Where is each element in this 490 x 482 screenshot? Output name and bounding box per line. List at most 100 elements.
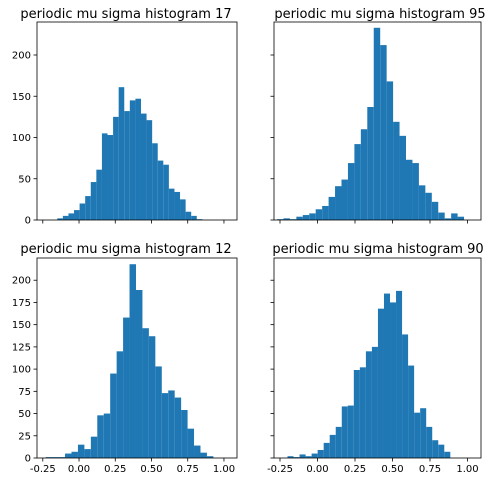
panel-histogram-12: periodic mu sigma histogram 12 -0.25 0.00… <box>12 242 238 475</box>
histogram-bar <box>328 196 336 220</box>
histogram-bar <box>110 373 117 458</box>
histogram-bar <box>425 192 432 220</box>
histogram-bar <box>322 205 329 220</box>
ticks-histogram-95 <box>270 54 468 224</box>
histogram-bar <box>354 144 361 220</box>
histogram-bar <box>402 334 409 458</box>
histogram-bar <box>287 456 294 458</box>
x-tick-label: 0.25 <box>104 464 126 475</box>
histogram-bar <box>103 413 111 458</box>
histogram-bar <box>315 209 323 220</box>
histogram-bar <box>101 133 108 221</box>
ticks-histogram-17: 0 50 100 150 200 <box>12 51 225 227</box>
histogram-bar <box>329 434 336 458</box>
histogram-bar <box>444 451 451 458</box>
histogram-bar <box>359 367 366 458</box>
histogram-bar <box>426 426 433 458</box>
histogram-bar <box>289 219 297 220</box>
x-tick-label: 1.00 <box>213 464 235 475</box>
histogram-bar <box>181 410 188 458</box>
histogram-bar <box>135 98 141 220</box>
histogram-bar <box>118 87 125 221</box>
histogram-bar <box>451 213 458 220</box>
histogram-bar <box>365 351 372 458</box>
histogram-bar <box>377 308 384 458</box>
y-tick-label: 200 <box>12 51 31 62</box>
histogram-bar <box>277 219 284 220</box>
y-tick-label: 0 <box>25 216 31 227</box>
ticks-histogram-90: -0.25 0.00 0.25 0.50 0.75 1.00 <box>267 279 479 475</box>
histogram-bar <box>135 290 143 458</box>
histogram-bar <box>406 159 413 220</box>
histogram-bar <box>68 213 75 220</box>
histogram-bar <box>380 45 387 220</box>
histogram-bar <box>45 457 53 458</box>
x-tick-label: 0.00 <box>68 464 90 475</box>
histogram-bar <box>96 169 102 220</box>
histogram-bar <box>367 106 374 220</box>
y-tick-label: 200 <box>12 276 31 287</box>
x-tick-label: 0.25 <box>344 464 366 475</box>
histogram-bar <box>347 405 354 458</box>
histogram-bar <box>200 452 207 458</box>
histogram-bar <box>299 454 306 458</box>
histogram-bar <box>155 366 162 458</box>
panel-histogram-17: periodic mu sigma histogram 17 0 50 100 150… <box>12 7 238 227</box>
histogram-bar <box>438 212 445 220</box>
histogram-bar <box>373 27 381 221</box>
bars-histogram-12 <box>45 264 214 458</box>
histogram-bar <box>457 216 465 220</box>
axes-frame <box>273 257 482 459</box>
histogram-bar <box>58 457 66 458</box>
histogram-bar <box>161 393 169 458</box>
histogram-bar <box>187 428 195 458</box>
histogram-bar <box>77 444 85 458</box>
histogram-bar <box>185 211 192 220</box>
histogram-bar <box>142 328 149 458</box>
y-tick-label: 50 <box>18 409 31 420</box>
bars-histogram-95 <box>277 27 465 221</box>
histogram-bar <box>305 456 312 458</box>
histogram-bar <box>347 163 355 220</box>
histogram-bar <box>85 196 91 220</box>
y-tick-label: 0 <box>25 454 31 465</box>
histogram-bar <box>383 293 391 458</box>
bars-histogram-17 <box>57 87 203 221</box>
histogram-bar <box>71 451 78 458</box>
histogram-bar <box>97 415 104 458</box>
histogram-bar <box>444 218 452 220</box>
histogram-bar <box>296 216 303 220</box>
histogram-bar <box>129 264 136 458</box>
histogram-bar <box>390 302 397 458</box>
histogram-bar <box>90 182 97 220</box>
chart-title: periodic mu sigma histogram 12 <box>20 242 231 257</box>
histogram-bar <box>124 111 130 220</box>
histogram-bar <box>152 143 158 220</box>
x-tick-label: 1.00 <box>456 464 478 475</box>
x-tick-label: -0.25 <box>30 464 56 475</box>
histogram-bar <box>302 215 310 220</box>
x-tick-label: 0.50 <box>140 464 162 475</box>
axes-frame <box>36 257 238 459</box>
x-tick-label: 0.00 <box>306 464 328 475</box>
histogram-bar <box>163 164 169 220</box>
histogram-bar <box>168 188 175 220</box>
histogram-bar <box>74 210 80 220</box>
histogram-bar <box>317 450 324 458</box>
histogram-bar <box>420 408 427 458</box>
y-tick-label: 100 <box>12 365 31 376</box>
y-tick-label: 50 <box>18 174 31 185</box>
histogram-bar <box>65 453 72 458</box>
y-tick-label: 125 <box>12 342 31 353</box>
x-tick-label: 0.50 <box>381 464 403 475</box>
y-tick-label: 100 <box>12 133 31 144</box>
histogram-bar <box>194 445 201 458</box>
histogram-bar <box>432 440 439 458</box>
histogram-bar <box>371 346 378 458</box>
x-tick-label: -0.25 <box>267 464 293 475</box>
ticks-histogram-12: -0.25 0.00 0.25 0.50 0.75 1.00 0 25 50 75 100 125 15… <box>12 276 235 475</box>
histogram-bar <box>431 201 439 220</box>
x-tick-label: 0.75 <box>419 464 441 475</box>
x-tick-label: 0.75 <box>177 464 199 475</box>
